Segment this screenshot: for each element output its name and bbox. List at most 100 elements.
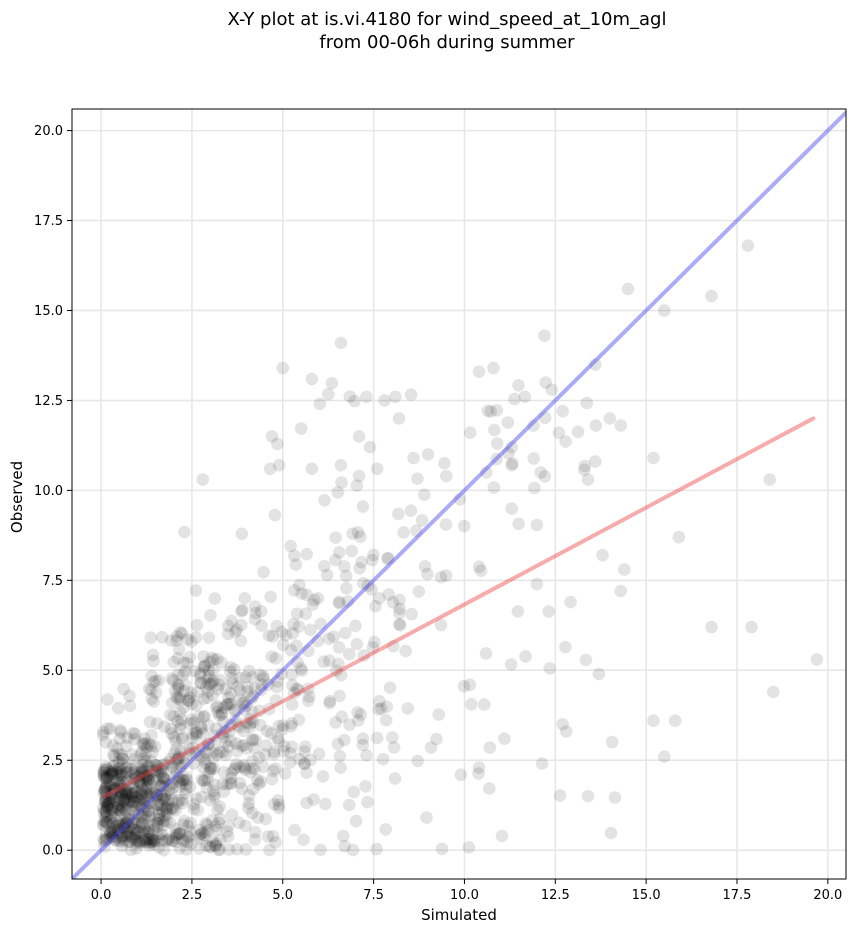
scatter-point — [140, 781, 154, 794]
scatter-point — [538, 470, 552, 483]
scatter-point — [248, 682, 262, 695]
scatter-point — [217, 745, 230, 759]
scatter-point — [227, 663, 241, 676]
scatter-point — [129, 828, 142, 841]
scatter-point — [219, 682, 232, 696]
scatter-point — [230, 744, 244, 758]
x-tick-label: 2.5 — [182, 888, 203, 903]
scatter-point — [156, 779, 169, 793]
scatter-point — [107, 748, 120, 762]
scatter-point — [388, 772, 402, 785]
scatter-point — [144, 739, 158, 753]
scatter-point — [346, 527, 359, 540]
scatter-point — [307, 593, 321, 607]
scatter-point — [167, 730, 181, 743]
scatter-point — [668, 714, 682, 727]
scatter-point — [277, 745, 291, 758]
scatter-point — [319, 797, 332, 811]
scatter-point — [255, 619, 268, 632]
scatter-point — [131, 808, 145, 821]
scatter-point — [151, 767, 164, 780]
scatter-point — [202, 766, 216, 779]
scatter-point — [538, 329, 551, 343]
scatter-point — [170, 828, 184, 841]
scatter-point — [161, 794, 175, 807]
scatter-point — [137, 752, 151, 766]
scatter-point — [647, 714, 660, 727]
scatter-point — [125, 763, 138, 776]
scatter-point — [142, 839, 156, 852]
scatter-point — [136, 738, 150, 751]
scatter-point — [334, 458, 348, 472]
scatter-point — [222, 619, 235, 633]
scatter-point — [177, 774, 190, 787]
scatter-point — [246, 733, 260, 746]
scatter-point — [176, 818, 190, 831]
scatter-point — [169, 822, 182, 836]
scatter-point — [135, 762, 149, 776]
scatter-point — [115, 787, 128, 800]
scatter-point — [177, 814, 191, 828]
scatter-point — [118, 792, 132, 806]
scatter-point — [136, 736, 150, 750]
scatter-point — [206, 751, 220, 765]
scatter-point — [101, 798, 115, 811]
scatter-point — [147, 838, 161, 851]
scatter-point — [160, 808, 174, 821]
scatter-point — [290, 682, 304, 695]
scatter-point — [261, 678, 275, 691]
scatter-point — [203, 762, 217, 776]
scatter-point — [140, 770, 153, 783]
scatter-point — [370, 842, 383, 856]
scatter-point — [203, 655, 217, 669]
scatter-point — [113, 834, 126, 848]
scatter-point — [149, 674, 162, 688]
scatter-point — [233, 776, 246, 790]
scatter-point — [151, 788, 164, 802]
scatter-point — [320, 568, 334, 582]
scatter-point — [107, 823, 120, 836]
scatter-point — [121, 731, 134, 745]
scatter-point — [353, 562, 366, 575]
scatter-point — [134, 776, 148, 789]
scatter-point — [98, 834, 111, 848]
scatter-point — [246, 733, 259, 747]
scatter-point — [242, 664, 256, 678]
scatter-point — [96, 728, 110, 742]
scatter-point — [318, 494, 331, 507]
scatter-point — [292, 713, 306, 727]
scatter-point — [527, 419, 540, 432]
scatter-point — [172, 750, 185, 764]
scatter-point — [271, 437, 284, 451]
scatter-point — [206, 784, 220, 798]
scatter-point — [127, 786, 140, 800]
scatter-point — [255, 678, 268, 692]
scatter-point — [178, 678, 192, 691]
scatter-point — [164, 634, 178, 647]
scatter-point — [140, 740, 154, 754]
scatter-point — [127, 831, 140, 845]
scatter-point — [99, 781, 113, 794]
scatter-point — [502, 447, 515, 460]
scatter-point — [169, 765, 183, 779]
scatter-point — [215, 708, 229, 721]
scatter-point — [130, 824, 144, 837]
scatter-point — [147, 802, 160, 816]
scatter-point — [387, 741, 401, 754]
scatter-point — [237, 696, 251, 709]
scatter-point — [335, 710, 349, 723]
scatter-point — [99, 763, 112, 777]
scatter-point — [159, 834, 172, 848]
scatter-point — [120, 797, 134, 810]
scatter-point — [235, 782, 249, 795]
scatter-point — [101, 809, 114, 822]
scatter-point — [329, 716, 342, 729]
scatter-point — [237, 759, 250, 772]
scatter-point — [439, 518, 453, 531]
scatter-point — [265, 772, 279, 786]
scatter-point — [251, 811, 265, 824]
scatter-point — [111, 799, 125, 812]
scatter-point — [163, 778, 176, 792]
scatter-point — [239, 763, 252, 777]
scatter-point — [106, 765, 119, 779]
